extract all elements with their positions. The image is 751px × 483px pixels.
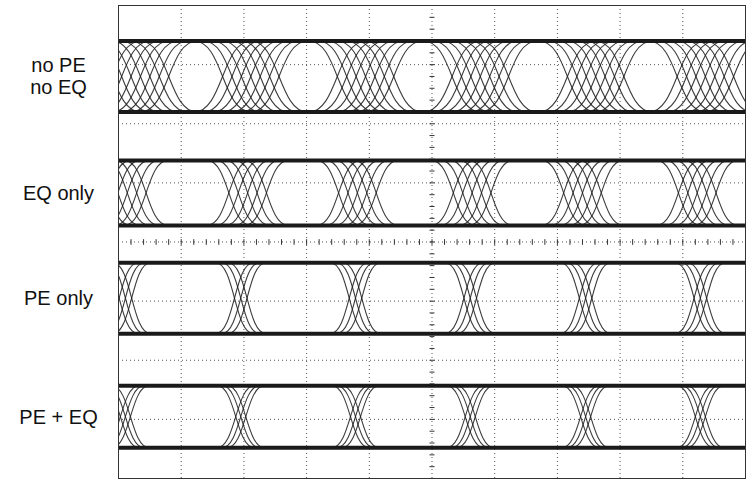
svg-text:no PEno EQ: no PEno EQ bbox=[30, 54, 87, 98]
svg-text:PE only: PE only bbox=[24, 287, 93, 309]
svg-text:EQ only: EQ only bbox=[23, 182, 94, 204]
svg-text:PE + EQ: PE + EQ bbox=[19, 406, 97, 428]
